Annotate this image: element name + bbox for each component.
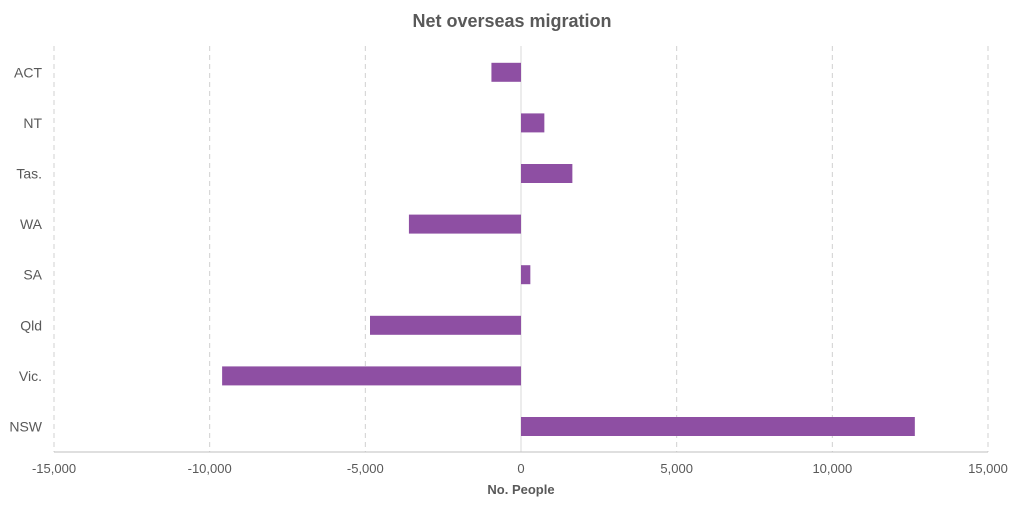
category-label: Vic.	[19, 368, 42, 384]
category-label: Qld	[20, 317, 42, 333]
bar-nsw	[521, 417, 915, 436]
x-tick-labels: -15,000 -10,000 -5,000 0 5,000 10,000 15,000	[32, 461, 1008, 476]
bar-qld	[370, 315, 521, 335]
grid-lines	[53, 46, 989, 452]
bar-vic	[222, 366, 521, 386]
x-axis-title: No. People	[487, 482, 554, 497]
bar-nt	[521, 113, 545, 133]
bar-wa	[408, 214, 521, 234]
x-tick-label: 0	[517, 461, 524, 476]
x-tick-label: -15,000	[32, 461, 76, 476]
bar-tas	[521, 164, 573, 183]
x-tick-label: 5,000	[660, 461, 693, 476]
category-labels: ACT NT Tas. WA SA Qld Vic. NSW	[9, 64, 42, 434]
bars	[222, 62, 915, 436]
category-label: NT	[23, 115, 42, 131]
x-tick-label: 15,000	[968, 461, 1008, 476]
chart-title: Net overseas migration	[412, 11, 611, 31]
x-tick-label: -5,000	[347, 461, 384, 476]
bar-sa	[521, 265, 531, 285]
category-label: WA	[20, 216, 43, 232]
category-label: SA	[23, 267, 42, 283]
x-tick-label: 10,000	[812, 461, 852, 476]
category-label: Tas.	[16, 166, 42, 182]
category-label: ACT	[14, 64, 42, 80]
category-label: NSW	[9, 419, 42, 435]
bar-act	[491, 62, 521, 82]
x-tick-label: -10,000	[188, 461, 232, 476]
